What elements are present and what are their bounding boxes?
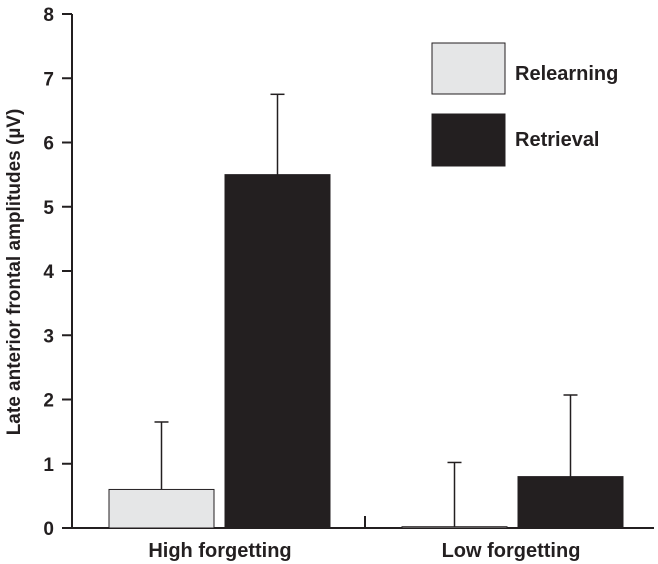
legend-swatch-relearning [431,42,506,95]
x-axis-category-labels: High forgetting Low forgetting [148,540,580,562]
y-tick-label: 0 [43,519,54,540]
bar-relearning-high [108,488,215,529]
y-tick-label: 3 [43,326,54,347]
y-axis-label: Late anterior frontal amplitudes (µV) [4,109,25,436]
legend: Relearning Retrieval [431,42,618,167]
y-tick-label: 6 [43,134,54,155]
y-tick-label: 2 [43,391,54,412]
y-tick-label: 1 [43,455,54,476]
legend-label-relearning: Relearning [515,63,618,85]
legend-label-retrieval: Retrieval [515,129,600,151]
y-axis-ticks: 0 1 2 3 4 5 6 7 8 [43,5,72,540]
y-tick-label: 8 [43,5,54,26]
legend-swatch-retrieval [431,113,506,167]
x-category-label: High forgetting [148,540,291,562]
y-tick-label: 4 [43,262,54,283]
bar-retrieval-low [517,476,624,529]
bar-relearning-low [401,526,508,529]
x-category-label: Low forgetting [442,540,581,562]
error-bars [154,93,578,527]
bars [108,174,624,529]
bar-retrieval-high [224,174,331,529]
y-tick-label: 7 [43,69,54,90]
y-tick-label: 5 [43,198,54,219]
